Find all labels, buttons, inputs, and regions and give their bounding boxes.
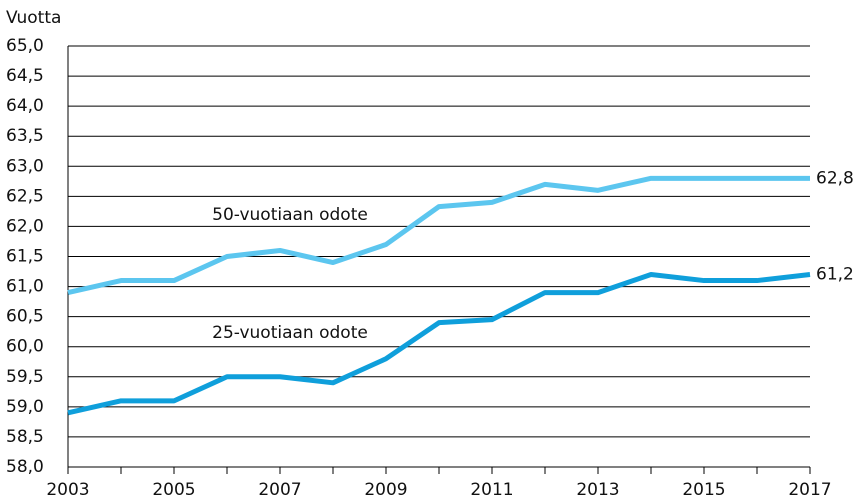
data-label: 61,2 [816, 265, 854, 285]
y-tick-label: 59,0 [6, 397, 44, 417]
y-tick-label: 64,0 [6, 96, 44, 116]
x-tick-label: 2015 [682, 480, 725, 500]
y-tick-label: 64,5 [6, 66, 44, 86]
x-tick-label: 2013 [576, 480, 619, 500]
y-tick-label: 61,0 [6, 277, 44, 297]
x-tick-label: 2003 [46, 480, 89, 500]
y-tick-label: 58,0 [6, 457, 44, 477]
series-line [67, 175, 810, 296]
x-tick-label: 2017 [788, 480, 831, 500]
y-tick-label: 63,0 [6, 156, 44, 176]
x-tick-label: 2009 [364, 480, 407, 500]
y-tick-label: 65,0 [6, 36, 44, 56]
data-label: 62,8 [816, 168, 854, 188]
x-tick-label: 2007 [258, 480, 301, 500]
series-label: 25-vuotiaan odote [212, 323, 368, 343]
y-tick-label: 58,5 [6, 427, 44, 447]
y-tick-label: 62,0 [6, 216, 44, 236]
x-tick-label: 2011 [470, 480, 513, 500]
x-tick-label: 2005 [152, 480, 195, 500]
y-tick-label: 60,5 [6, 307, 44, 327]
y-tick-label: 59,5 [6, 367, 44, 387]
series-line [67, 272, 811, 416]
y-axis-label: Vuotta [6, 8, 61, 28]
y-tick-label: 62,5 [6, 186, 44, 206]
series-label: 50-vuotiaan odote [212, 205, 368, 225]
y-tick-label: 61,5 [6, 247, 44, 267]
y-tick-label: 63,5 [6, 126, 44, 146]
y-tick-label: 60,0 [6, 337, 44, 357]
